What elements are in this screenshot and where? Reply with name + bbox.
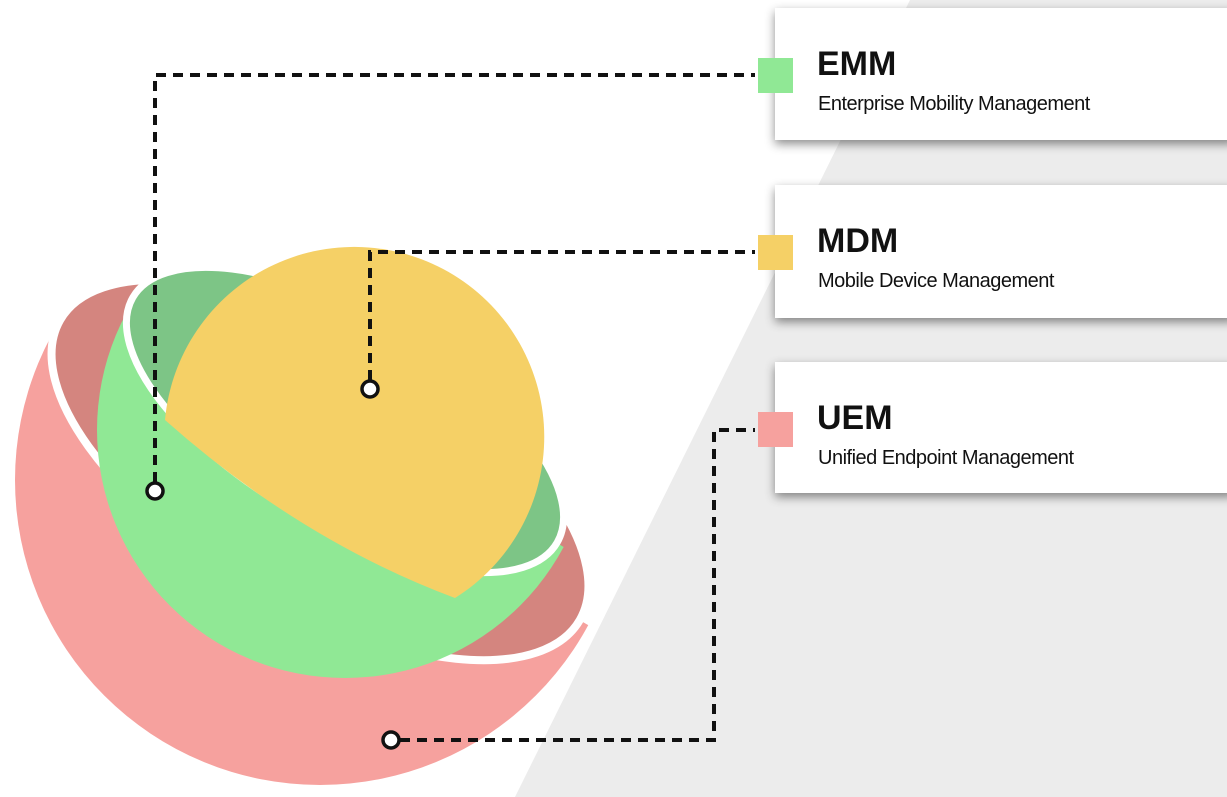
legend-cards: EMM Enterprise Mobility Management MDM M… bbox=[758, 8, 1227, 493]
nested-spheres bbox=[0, 175, 647, 785]
uem-dot bbox=[383, 732, 399, 748]
card-subtitle: Unified Endpoint Management bbox=[818, 447, 1075, 469]
card-subtitle: Mobile Device Management bbox=[818, 270, 1055, 292]
card-subtitle: Enterprise Mobility Management bbox=[818, 93, 1091, 115]
card-title: EMM bbox=[817, 45, 896, 83]
uem-swatch bbox=[758, 412, 793, 447]
mdm-dot bbox=[362, 381, 378, 397]
emm-swatch bbox=[758, 58, 793, 93]
diagram: EMM Enterprise Mobility Management MDM M… bbox=[0, 0, 1227, 797]
card-title: MDM bbox=[817, 222, 898, 260]
mdm-swatch bbox=[758, 235, 793, 270]
emm-dot bbox=[147, 483, 163, 499]
card-title: UEM bbox=[817, 399, 893, 437]
